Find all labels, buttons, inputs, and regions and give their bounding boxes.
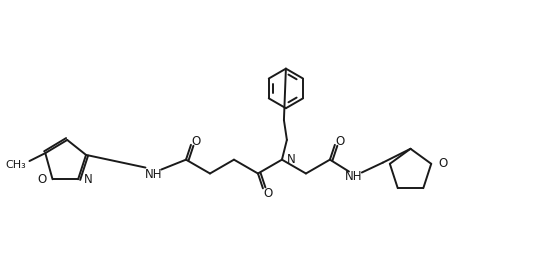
- Text: O: O: [263, 187, 273, 200]
- Text: NH: NH: [145, 168, 162, 181]
- Text: N: N: [287, 153, 296, 166]
- Text: O: O: [191, 135, 200, 148]
- Text: O: O: [335, 135, 345, 148]
- Text: N: N: [84, 173, 93, 186]
- Text: O: O: [37, 173, 47, 186]
- Text: NH: NH: [345, 170, 362, 183]
- Text: O: O: [438, 157, 447, 170]
- Text: CH₃: CH₃: [5, 160, 26, 170]
